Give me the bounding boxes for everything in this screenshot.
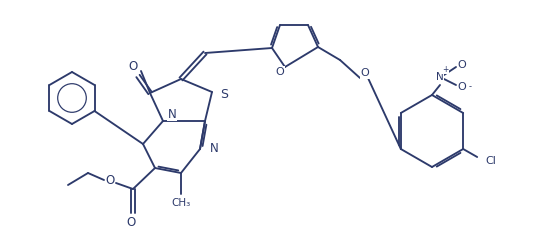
- Text: O: O: [128, 60, 137, 73]
- Text: N: N: [210, 142, 219, 155]
- Text: O: O: [458, 82, 466, 92]
- Text: S: S: [220, 87, 228, 100]
- Text: Cl: Cl: [485, 156, 496, 166]
- Text: N: N: [436, 72, 444, 82]
- Text: -: -: [469, 82, 471, 92]
- Text: O: O: [276, 67, 285, 77]
- Text: +: +: [442, 65, 448, 74]
- Text: N: N: [168, 107, 177, 120]
- Text: O: O: [458, 60, 466, 70]
- Text: O: O: [127, 215, 136, 228]
- Text: O: O: [361, 68, 369, 78]
- Text: O: O: [105, 174, 115, 187]
- Text: CH₃: CH₃: [172, 198, 191, 208]
